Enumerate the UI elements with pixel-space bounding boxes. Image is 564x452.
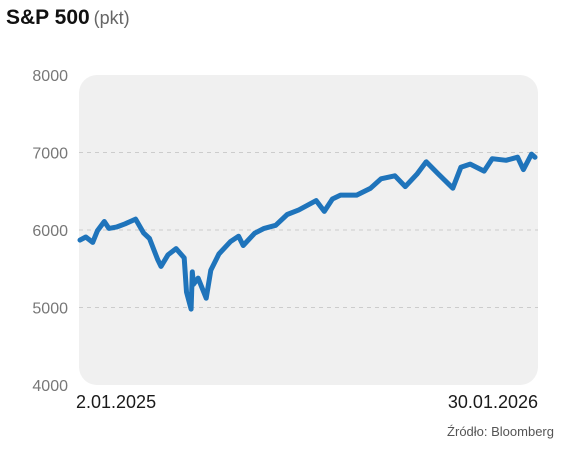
x-axis: 2.01.2025 30.01.2026 bbox=[76, 392, 538, 412]
y-tick-label: 6000 bbox=[32, 223, 68, 240]
x-tick-label-end: 30.01.2026 bbox=[448, 392, 538, 412]
series-layer bbox=[77, 151, 538, 312]
chart-title-main: S&P 500 bbox=[6, 6, 90, 29]
y-tick-label: 7000 bbox=[32, 146, 68, 163]
y-tick-label: 8000 bbox=[32, 68, 68, 85]
series-line-0 bbox=[77, 151, 538, 312]
plot-area bbox=[79, 75, 538, 385]
y-tick-label: 5000 bbox=[32, 301, 68, 318]
y-tick-label: 4000 bbox=[32, 378, 68, 395]
y-axis: 4000 5000 6000 7000 8000 bbox=[32, 68, 68, 395]
x-tick-label-start: 2.01.2025 bbox=[76, 392, 156, 412]
chart-title-unit: (pkt) bbox=[93, 8, 130, 28]
chart-title: S&P 500 (pkt) bbox=[6, 4, 130, 32]
source-note: Źródło: Bloomberg bbox=[447, 424, 554, 439]
